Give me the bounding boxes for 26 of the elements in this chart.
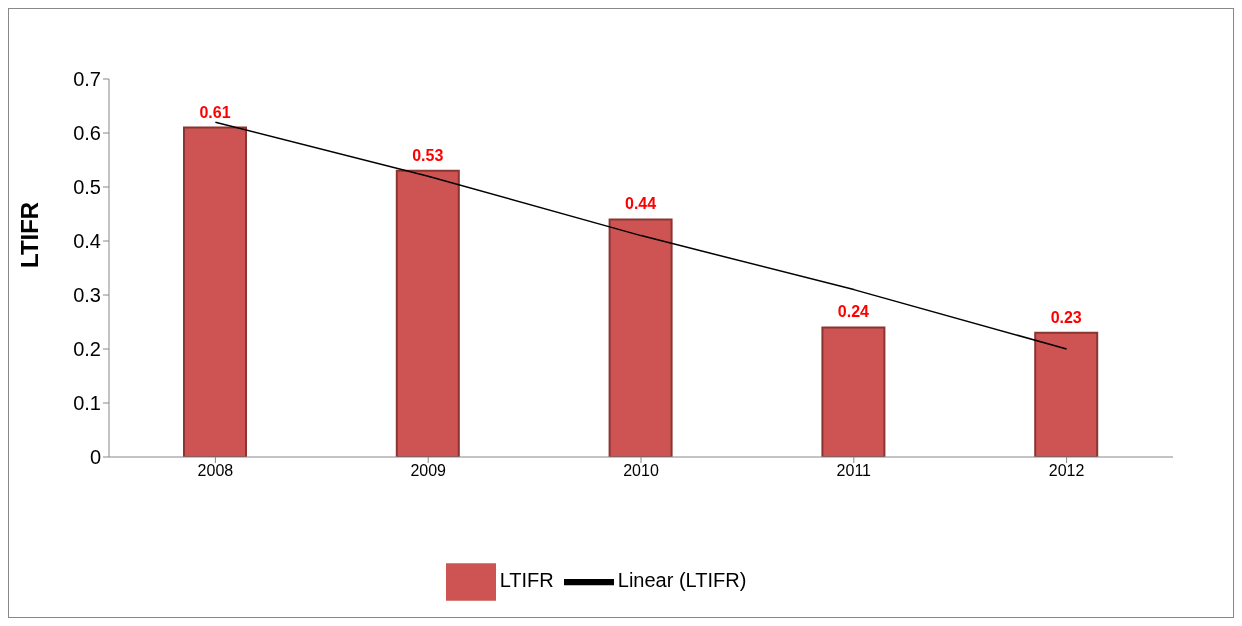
bar: [608, 218, 673, 457]
y-tick-label: 0.2: [73, 338, 101, 361]
y-tick-label: 0: [89, 446, 101, 469]
data-label: 0.24: [837, 303, 870, 321]
data-label: 0.44: [625, 195, 657, 213]
y-tick-label: 0.7: [73, 68, 101, 91]
y-tick-label: 0.1: [73, 392, 101, 415]
data-label: 0.61: [199, 103, 231, 121]
bar: [1034, 331, 1099, 457]
x-tick-label: 2012: [1048, 462, 1085, 480]
x-tick-label: 2009: [410, 462, 447, 480]
y-tick-label: 0.4: [73, 230, 101, 253]
y-axis-title: LTIFR: [15, 201, 43, 268]
bar: [395, 169, 460, 457]
data-label: 0.23: [1050, 308, 1082, 326]
y-tick-label: 0.5: [73, 176, 101, 199]
bar: [821, 326, 886, 457]
x-tick-label: 2008: [197, 462, 234, 480]
y-tick-label: 0.3: [73, 284, 101, 307]
legend-label: LTIFR: [499, 569, 554, 592]
bar: [183, 126, 247, 457]
x-tick-label: 2011: [836, 462, 872, 480]
x-tick-label: 2010: [623, 462, 659, 480]
data-label: 0.53: [412, 146, 444, 164]
y-tick-label: 0.6: [73, 122, 101, 145]
legend-label: Linear (LTIFR): [617, 569, 747, 592]
